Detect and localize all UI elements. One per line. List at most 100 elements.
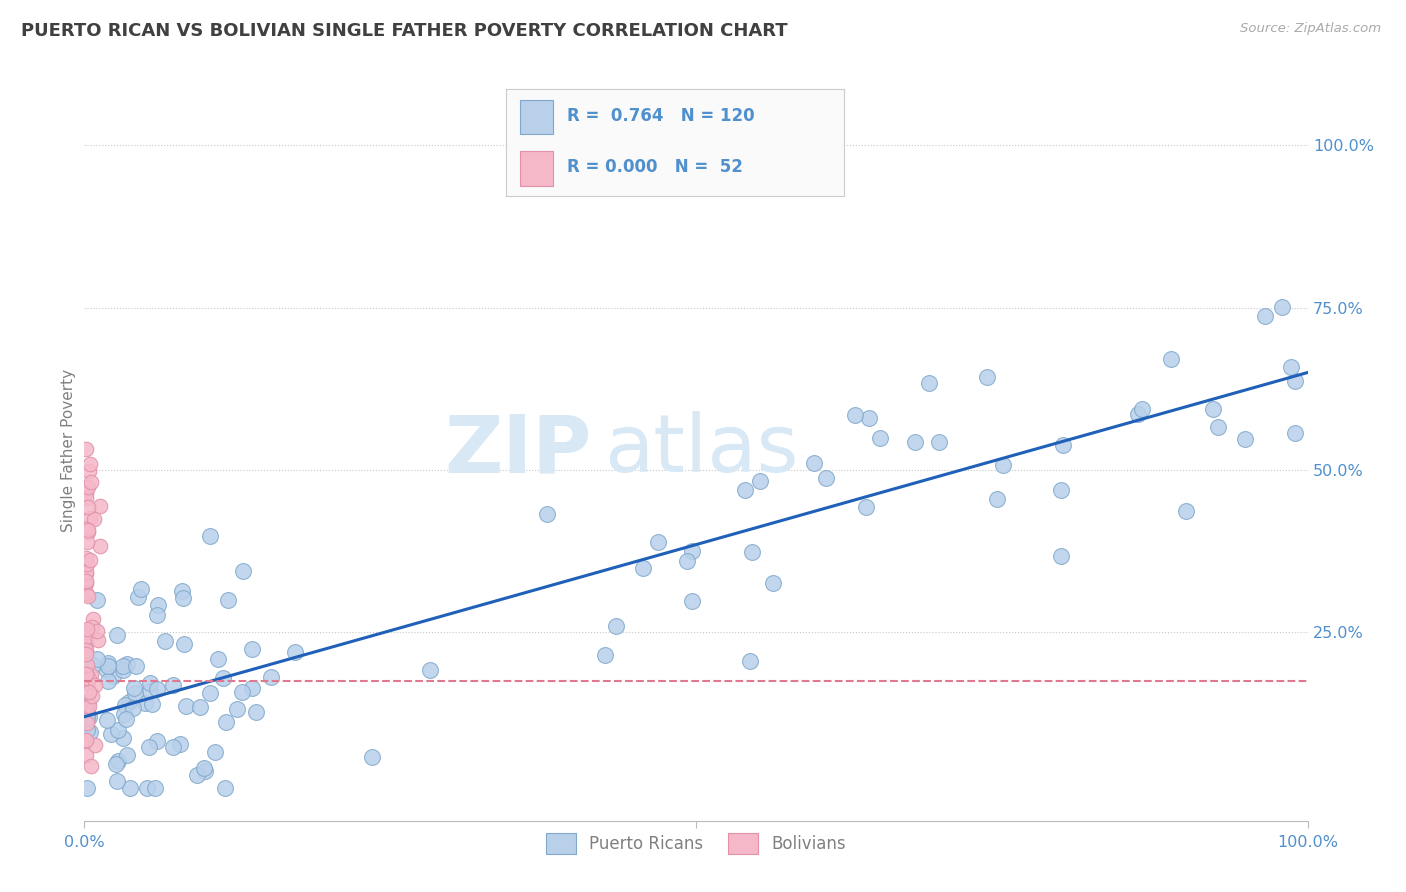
Point — [76, 535, 98, 549]
Point — [681, 594, 703, 608]
Point — [162, 740, 184, 755]
Point — [114, 698, 136, 713]
Legend: Puerto Ricans, Bolivians: Puerto Ricans, Bolivians — [538, 827, 853, 861]
Point — [419, 664, 441, 678]
Point — [976, 370, 998, 384]
Point — [198, 529, 221, 543]
Point — [762, 576, 785, 591]
Point — [75, 491, 97, 505]
Point — [1052, 438, 1074, 452]
Text: R = 0.000   N =  52: R = 0.000 N = 52 — [567, 159, 742, 177]
Point — [75, 485, 97, 500]
Point — [76, 630, 98, 644]
Point — [117, 657, 139, 672]
Point — [111, 659, 134, 673]
Point — [918, 376, 941, 390]
Point — [105, 774, 128, 789]
Point — [77, 685, 100, 699]
Point — [1284, 425, 1306, 440]
Text: PUERTO RICAN VS BOLIVIAN SINGLE FATHER POVERTY CORRELATION CHART: PUERTO RICAN VS BOLIVIAN SINGLE FATHER P… — [21, 22, 787, 40]
Point — [1160, 352, 1182, 367]
Point — [1174, 504, 1197, 518]
Point — [814, 471, 837, 485]
Point — [86, 593, 108, 607]
Point — [928, 434, 950, 449]
Point — [174, 699, 197, 714]
Point — [360, 749, 382, 764]
Point — [77, 698, 100, 713]
Point — [75, 643, 97, 657]
Point — [146, 599, 169, 613]
Point — [1254, 309, 1277, 323]
Point — [79, 668, 101, 682]
Point — [122, 681, 145, 696]
Point — [188, 700, 211, 714]
Point — [75, 666, 97, 681]
Point — [193, 764, 215, 779]
Point — [112, 663, 135, 677]
Point — [1201, 401, 1223, 416]
Point — [76, 622, 98, 636]
Point — [76, 781, 98, 796]
Point — [260, 670, 283, 684]
Point — [84, 677, 107, 691]
Point — [89, 539, 111, 553]
Point — [1130, 401, 1153, 416]
Point — [633, 561, 655, 575]
Text: ZIP: ZIP — [444, 411, 592, 490]
Point — [76, 704, 98, 718]
Point — [118, 781, 141, 796]
Point — [82, 657, 104, 672]
Point — [245, 705, 267, 719]
Point — [82, 612, 104, 626]
Point — [87, 633, 110, 648]
Point — [212, 671, 235, 685]
Point — [143, 781, 166, 796]
Point — [118, 695, 141, 709]
Point — [83, 512, 105, 526]
Text: Source: ZipAtlas.com: Source: ZipAtlas.com — [1240, 22, 1381, 36]
Point — [115, 747, 138, 762]
Point — [681, 543, 703, 558]
Point — [127, 590, 149, 604]
Point — [77, 524, 100, 539]
Point — [734, 483, 756, 497]
Point — [76, 557, 98, 571]
Point — [77, 464, 100, 478]
Point — [146, 607, 169, 622]
Point — [1050, 549, 1073, 563]
Point — [111, 731, 134, 745]
Point — [80, 689, 103, 703]
Point — [1234, 432, 1257, 446]
Point — [75, 442, 97, 457]
Point — [1270, 300, 1292, 314]
Point — [129, 582, 152, 596]
Point — [1284, 374, 1306, 388]
Point — [79, 725, 101, 739]
Point — [536, 507, 558, 521]
Point — [858, 410, 880, 425]
Point — [207, 652, 229, 666]
Point — [186, 768, 208, 782]
Text: atlas: atlas — [605, 411, 799, 490]
Point — [135, 781, 157, 796]
Point — [77, 523, 100, 537]
Point — [76, 723, 98, 738]
Point — [105, 756, 128, 771]
Point — [77, 672, 100, 686]
Point — [173, 638, 195, 652]
Text: R =  0.764   N = 120: R = 0.764 N = 120 — [567, 108, 755, 126]
Point — [162, 678, 184, 692]
Point — [75, 732, 97, 747]
Point — [138, 740, 160, 755]
Point — [105, 628, 128, 642]
Point — [96, 713, 118, 727]
Point — [75, 566, 97, 581]
Point — [193, 761, 215, 775]
Point — [76, 657, 98, 672]
Point — [593, 648, 616, 662]
Point — [97, 657, 120, 671]
Point — [122, 701, 145, 715]
Point — [79, 511, 101, 525]
Point — [77, 500, 100, 515]
